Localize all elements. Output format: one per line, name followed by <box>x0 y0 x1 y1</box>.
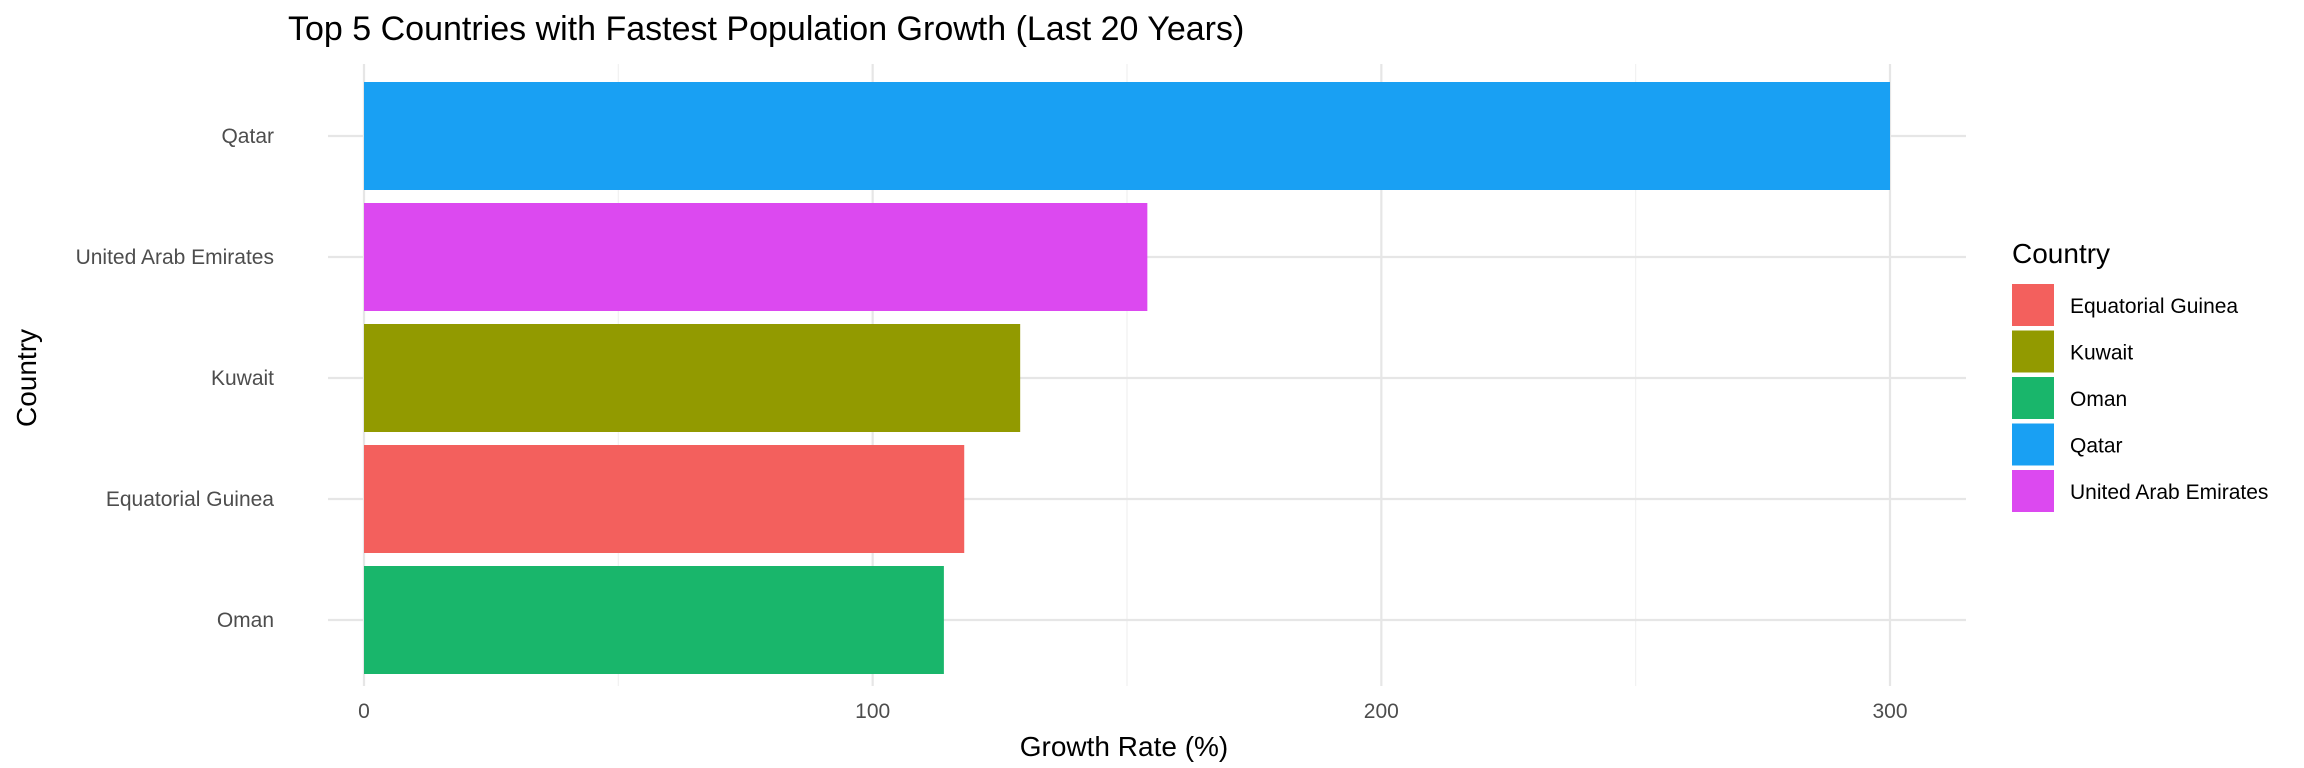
y-tick-label: Qatar <box>221 125 274 148</box>
legend: Country Equatorial Guinea Kuwait Oman Qatar… <box>2012 238 2268 512</box>
legend-label: Oman <box>2070 388 2127 411</box>
bars <box>364 82 1890 674</box>
legend-title: Country <box>2012 238 2110 269</box>
y-axis-tick-labels: Qatar United Arab Emirates Kuwait Equatoria… <box>76 125 275 632</box>
legend-label: Equatorial Guinea <box>2070 295 2238 318</box>
legend-key <box>2012 330 2054 373</box>
bar-oman <box>364 566 944 674</box>
x-tick-label: 0 <box>358 700 370 723</box>
x-axis-tick-labels: 0 100 200 300 <box>358 700 1907 723</box>
bar-qatar <box>364 82 1890 190</box>
x-tick-label: 300 <box>1872 700 1907 723</box>
legend-label: United Arab Emirates <box>2070 481 2268 504</box>
legend-key <box>2012 423 2054 466</box>
y-tick-label: Oman <box>217 609 274 632</box>
y-tick-label: United Arab Emirates <box>76 246 274 269</box>
legend-key <box>2012 377 2054 419</box>
y-tick-label: Kuwait <box>211 367 274 390</box>
x-axis-title: Growth Rate (%) <box>1020 731 1229 762</box>
x-tick-label: 200 <box>1364 700 1399 723</box>
bar-equatorial-guinea <box>364 445 965 553</box>
legend-label: Qatar <box>2070 435 2123 458</box>
bar-kuwait <box>364 324 1021 432</box>
legend-label: Kuwait <box>2070 342 2133 365</box>
chart-title: Top 5 Countries with Fastest Population … <box>288 10 1244 48</box>
x-tick-label: 100 <box>855 700 890 723</box>
y-axis-title: Country <box>11 329 42 427</box>
legend-key <box>2012 284 2054 326</box>
y-tick-label: Equatorial Guinea <box>106 488 274 511</box>
bar-united-arab-emirates <box>364 203 1148 311</box>
legend-key <box>2012 470 2054 512</box>
